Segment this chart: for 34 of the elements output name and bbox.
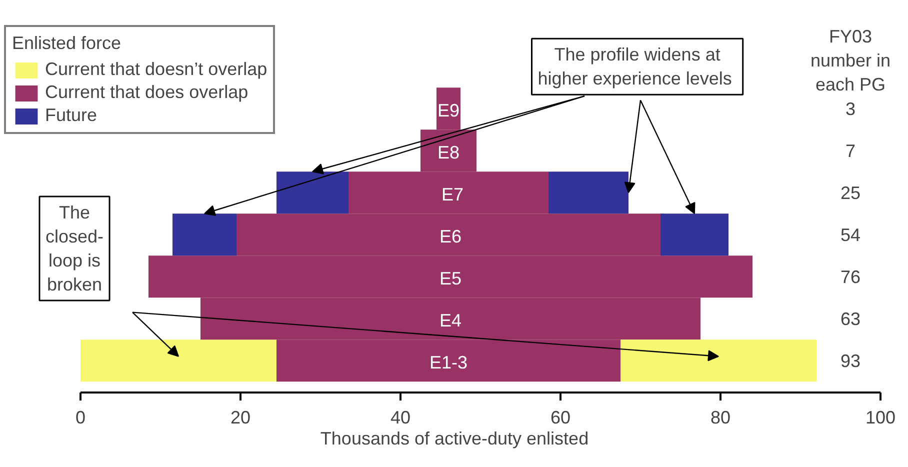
x-tick-label: 0	[75, 408, 86, 428]
legend-label: Current that does overlap	[45, 82, 248, 103]
annotation: 54	[840, 225, 861, 246]
bar	[620, 340, 816, 382]
x-tick-label: 20	[230, 408, 251, 428]
annotation: 76	[840, 267, 861, 288]
x-tick-label: 60	[550, 408, 571, 428]
x-axis-title: Thousands of active-duty enlisted	[320, 428, 589, 448]
y-tick-label: E7	[441, 184, 464, 205]
y-tick-label: E1-3	[429, 352, 468, 373]
annotation: FY03 number in each PG	[810, 26, 891, 94]
annotation: The profile widens at higher experience levels	[538, 44, 732, 89]
annotation: 25	[840, 183, 861, 204]
bar	[276, 172, 348, 214]
annotation: The closed-loop is broken	[45, 202, 104, 294]
x-tick-label: 80	[710, 408, 731, 428]
bar	[80, 340, 276, 382]
bar	[172, 214, 236, 256]
annotation: 7	[845, 141, 856, 162]
y-tick-label: E9	[437, 100, 460, 121]
annotation: 3	[845, 99, 856, 120]
y-tick-label: E6	[439, 226, 462, 247]
legend-title: Enlisted force	[12, 33, 122, 54]
y-tick-label: E5	[439, 268, 462, 289]
legend-label: Current that doesn’t overlap	[45, 59, 268, 80]
legend-label: Future	[45, 105, 98, 126]
annotation: 63	[840, 309, 861, 330]
y-tick-label: E4	[439, 310, 462, 331]
bar	[660, 214, 728, 256]
x-tick-label: 100	[865, 408, 896, 428]
annotation: 93	[840, 351, 861, 372]
y-tick-label: E8	[437, 142, 460, 163]
bar	[548, 172, 628, 214]
x-tick-label: 40	[390, 408, 411, 428]
